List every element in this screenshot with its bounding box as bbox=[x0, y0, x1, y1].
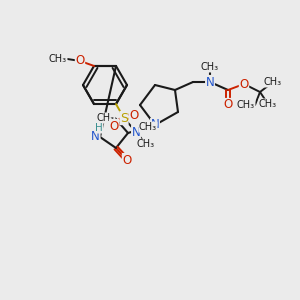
Text: O: O bbox=[224, 98, 232, 112]
Text: O: O bbox=[239, 77, 249, 91]
Text: N: N bbox=[151, 118, 159, 131]
Text: N: N bbox=[132, 126, 140, 139]
Text: N: N bbox=[91, 130, 100, 143]
Text: O: O bbox=[110, 120, 118, 133]
Text: O: O bbox=[129, 109, 139, 122]
Text: CH₃: CH₃ bbox=[259, 99, 277, 109]
Text: CH₃: CH₃ bbox=[97, 113, 115, 123]
Text: N: N bbox=[206, 76, 214, 88]
Text: O: O bbox=[122, 154, 132, 166]
Text: CH₃: CH₃ bbox=[237, 100, 255, 110]
Text: O: O bbox=[75, 54, 85, 68]
Text: H: H bbox=[95, 123, 103, 133]
Text: CH₃: CH₃ bbox=[139, 122, 157, 132]
Text: S: S bbox=[120, 112, 128, 124]
Text: CH₃: CH₃ bbox=[201, 62, 219, 72]
Text: CH₃: CH₃ bbox=[264, 77, 282, 87]
Text: CH₃: CH₃ bbox=[49, 54, 67, 64]
Text: CH₃: CH₃ bbox=[137, 139, 155, 149]
